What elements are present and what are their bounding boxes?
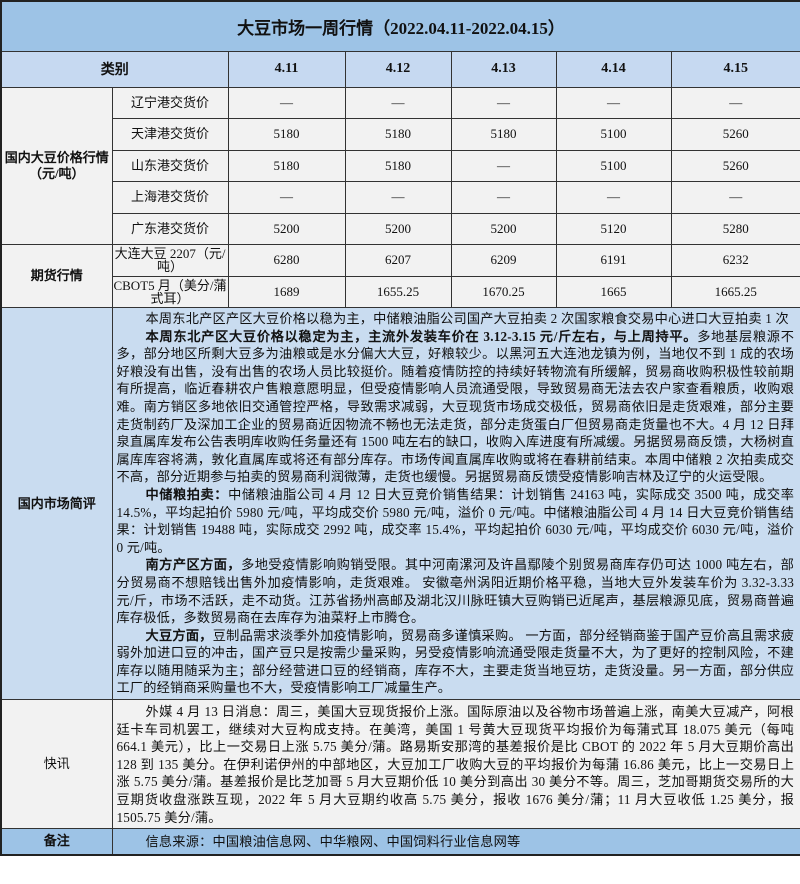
table-title: 大豆市场一周行情（2022.04.11-2022.04.15）	[0, 0, 800, 52]
header-date: 4.13	[450, 50, 557, 88]
price-cell: 1665	[555, 275, 672, 308]
price-cell: 6191	[555, 244, 672, 277]
price-cell: 5120	[555, 212, 672, 245]
note-label: 备注	[0, 828, 113, 856]
bold-lead: 大豆方面，	[145, 627, 213, 643]
price-cell: 5260	[670, 118, 800, 151]
price-cell: 5200	[227, 212, 346, 245]
header-date: 4.15	[670, 50, 800, 88]
para-body: 多地基层粮源不多，部分地区所剩大豆多为油粮或是水分偏大大豆，好粮较少。以黑河五大…	[116, 328, 795, 485]
price-cell: 5200	[344, 212, 452, 245]
commentary-text: 本周东北产区产区大豆价格以稳为主，中储粮油脂公司国产大豆拍卖 2 次国家粮食交易…	[111, 306, 800, 701]
table-row: 天津港交货价 5180 5180 5180 5100 5260	[1, 118, 800, 151]
row-name: CBOT5 月（美分/蒲式耳）	[111, 275, 229, 308]
price-cell: —	[450, 181, 557, 214]
row-name: 天津港交货价	[111, 118, 229, 151]
header-date: 4.12	[344, 50, 452, 88]
price-cell: 5180	[227, 149, 346, 182]
soybean-weekly-table: 大豆市场一周行情（2022.04.11-2022.04.15） 类别 4.11 …	[0, 0, 800, 856]
commentary-para: 大豆方面，豆制品需求淡季外加疫情影响，贸易商多谨慎采购。 一方面，部分经销商鉴于…	[117, 627, 795, 697]
table-row: 期货行情 大连大豆 2207（元/吨） 6280 6207 6209 6191 6232	[0, 244, 800, 308]
news-para: 外媒 4 月 13 日消息：周三，美国大豆现货报价上涨。国际原油以及谷物市场普遍…	[116, 704, 795, 825]
price-cell: 5280	[670, 212, 800, 245]
note-para: 信息来源：中国粮油信息网、中华粮网、中国饲料行业信息网等	[145, 833, 521, 849]
price-cell: 1689	[227, 275, 346, 308]
price-cell: 5180	[344, 149, 452, 182]
para-body: 豆制品需求淡季外加疫情影响，贸易商多谨慎采购。 一方面，部分经销商鉴于国产豆价高…	[116, 627, 795, 696]
news-text: 外媒 4 月 13 日消息：周三，美国大豆现货报价上涨。国际原油以及谷物市场普遍…	[111, 699, 800, 830]
row-name: 广东港交货价	[111, 212, 229, 245]
price-cell: 5100	[555, 118, 672, 151]
price-cell: 6207	[344, 244, 452, 277]
header-date: 4.11	[227, 50, 346, 88]
price-cell: —	[227, 86, 346, 119]
commentary-para: 南方产区方面，多地受疫情影响购销受限。其中河南漯河及许昌鄢陵个别贸易商库存仍可达…	[117, 556, 795, 626]
price-cell: 5200	[450, 212, 557, 245]
bold-lead: 本周东北产区大豆价格以稳定为主，主流外发装车价在 3.12-3.15 元/斤左右…	[145, 328, 698, 344]
futures-label: 期货行情	[0, 244, 113, 308]
price-cell: —	[344, 181, 452, 214]
price-cell: 6280	[227, 244, 346, 277]
table-row: 上海港交货价 — — — — —	[1, 181, 800, 214]
commentary-label: 国内市场简评	[0, 306, 113, 701]
table-row: 山东港交货价 5180 5180—5100 5260	[1, 149, 800, 182]
news-label: 快讯	[0, 699, 113, 830]
price-cell: 1655.25	[344, 275, 452, 308]
price-cell: —	[344, 86, 452, 119]
price-cell: 1665.25	[670, 275, 800, 308]
header-category: 类别	[0, 50, 229, 88]
row-name: 辽宁港交货价	[111, 86, 229, 119]
note-text: 信息来源：中国粮油信息网、中华粮网、中国饲料行业信息网等	[111, 828, 800, 856]
bold-lead: 中储粮拍卖：	[145, 486, 229, 502]
commentary-para: 本周东北产区产区大豆价格以稳为主，中储粮油脂公司国产大豆拍卖 2 次国家粮食交易…	[145, 311, 789, 326]
table-row: CBOT5 月（美分/蒲式耳） 1689 1655.25 1670.25 1665 166…	[1, 275, 800, 308]
price-cell: 6232	[670, 244, 800, 277]
table-row: 广东港交货价 5200 5200 5200 5120 5280	[1, 212, 800, 245]
para-body: 中储粮油脂公司 4 月 12 日大豆竞价销售结果：计划销售 24163 吨，实际…	[116, 486, 795, 555]
row-name: 大连大豆 2207（元/吨）	[111, 244, 229, 277]
commentary-para: 中储粮拍卖：中储粮油脂公司 4 月 12 日大豆竞价销售结果：计划销售 2416…	[117, 486, 795, 556]
price-cell: —	[450, 149, 557, 182]
row-name: 上海港交货价	[111, 181, 229, 214]
price-cell: —	[555, 181, 672, 214]
table-row: 国内大豆价格行情（元/吨） 辽宁港交货价 — — — — —	[0, 86, 800, 245]
price-cell: 5260	[670, 149, 800, 182]
bold-lead: 南方产区方面，	[145, 557, 242, 573]
price-cell: 5180	[227, 118, 346, 151]
price-cell: —	[227, 181, 346, 214]
commentary-para: 本周东北产区大豆价格以稳定为主，主流外发装车价在 3.12-3.15 元/斤左右…	[117, 328, 795, 486]
price-cell: 5100	[555, 149, 672, 182]
price-cell: 5180	[450, 118, 557, 151]
price-cell: 1670.25	[450, 275, 557, 308]
price-cell: —	[670, 86, 800, 119]
price-cell: 6209	[450, 244, 557, 277]
price-cell: 5180	[344, 118, 452, 151]
price-cell: —	[555, 86, 672, 119]
price-cell: —	[450, 86, 557, 119]
header-date: 4.14	[555, 50, 672, 88]
domestic-label: 国内大豆价格行情（元/吨）	[0, 86, 113, 245]
para-body: 多地受疫情影响购销受限。其中河南漯河及许昌鄢陵个别贸易商库存仍可达 1000 吨…	[116, 557, 795, 626]
row-name: 山东港交货价	[111, 149, 229, 182]
price-cell: —	[670, 181, 800, 214]
